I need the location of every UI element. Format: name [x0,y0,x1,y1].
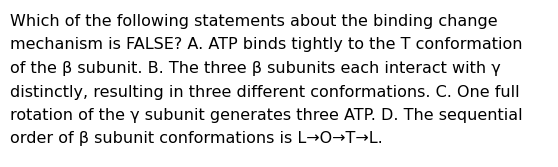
Text: distinctly, resulting in three different conformations. C. One full: distinctly, resulting in three different… [10,85,519,100]
Text: mechanism is FALSE? A. ATP binds tightly to the T conformation: mechanism is FALSE? A. ATP binds tightly… [10,38,522,52]
Text: Which of the following statements about the binding change: Which of the following statements about … [10,14,498,29]
Text: of the β subunit. B. The three β subunits each interact with γ: of the β subunit. B. The three β subunit… [10,61,501,76]
Text: rotation of the γ subunit generates three ATP. D. The sequential: rotation of the γ subunit generates thre… [10,108,523,123]
Text: order of β subunit conformations is L→O→T→L.: order of β subunit conformations is L→O→… [10,131,383,146]
